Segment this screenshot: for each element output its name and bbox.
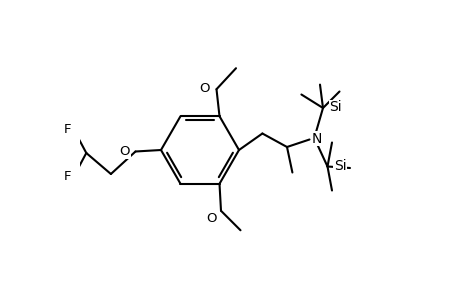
Text: O: O <box>119 145 130 158</box>
Text: Si: Si <box>333 160 346 173</box>
Text: F: F <box>64 122 71 136</box>
Text: N: N <box>311 132 322 145</box>
Text: Si: Si <box>329 100 341 114</box>
Text: O: O <box>206 212 216 225</box>
Text: F: F <box>64 170 71 184</box>
Text: O: O <box>199 82 209 95</box>
